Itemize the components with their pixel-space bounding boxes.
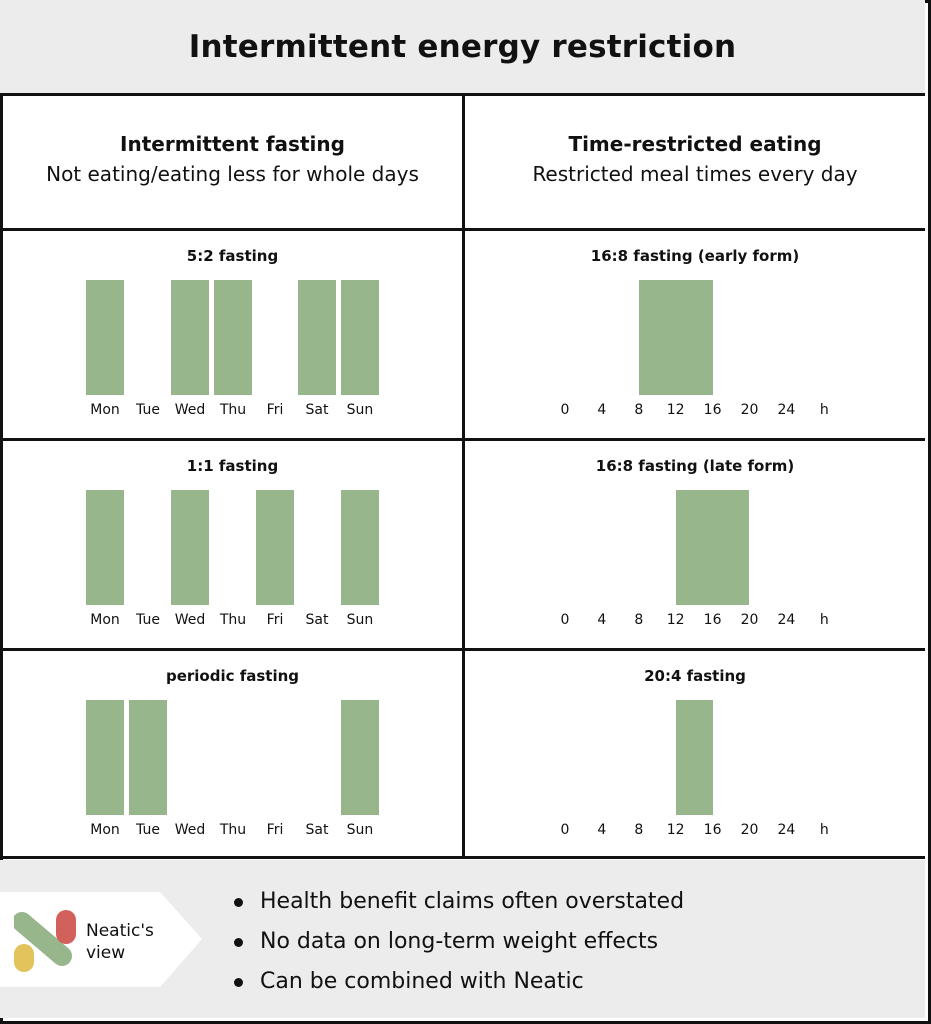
x-tick-label: 12 bbox=[666, 402, 685, 418]
left-column-subtitle: Not eating/eating less for whole days bbox=[46, 162, 419, 186]
row-divider-2 bbox=[0, 438, 925, 441]
bullet-item: Health benefit claims often overstated bbox=[228, 882, 684, 922]
chart-title: 20:4 fasting bbox=[644, 667, 746, 685]
x-tick-label: 20 bbox=[740, 822, 759, 838]
view-bullets: Health benefit claims often overstated N… bbox=[228, 882, 684, 1002]
x-tick-label: 20 bbox=[740, 402, 759, 418]
chart-panel: 16:8 fasting (early form) 0 4 8 12 16 20 24 h bbox=[465, 231, 925, 438]
x-tick-label: 0 bbox=[560, 402, 570, 418]
x-tick-label: Thu bbox=[219, 402, 247, 418]
x-tick-label: 24 bbox=[777, 402, 796, 418]
x-tick-label: Mon bbox=[90, 612, 120, 628]
x-tick-label: 12 bbox=[666, 822, 685, 838]
x-tick-label: 8 bbox=[634, 612, 644, 628]
x-tick-label: Sat bbox=[305, 612, 329, 628]
bar-mon bbox=[86, 700, 124, 815]
x-tick-label: Fri bbox=[266, 612, 284, 628]
right-column-header: Time-restricted eating Restricted meal t… bbox=[465, 132, 925, 186]
x-tick-label: 24 bbox=[777, 612, 796, 628]
x-tick-label: Fri bbox=[266, 822, 284, 838]
right-column-subtitle: Restricted meal times every day bbox=[532, 162, 858, 186]
eating-window-bar bbox=[675, 700, 713, 815]
badge-line-1: Neatic's bbox=[86, 921, 154, 941]
x-tick-label: 0 bbox=[560, 612, 570, 628]
badge-line-2: view bbox=[86, 943, 126, 963]
x-tick-label: Sun bbox=[346, 822, 374, 838]
x-tick-label: Wed bbox=[174, 612, 206, 628]
x-tick-label: Tue bbox=[136, 402, 160, 418]
x-tick-label: Sat bbox=[305, 822, 329, 838]
x-tick-label: h bbox=[819, 822, 829, 838]
bar-sun bbox=[341, 490, 379, 605]
column-divider bbox=[462, 96, 465, 858]
x-tick-label: 12 bbox=[666, 612, 685, 628]
x-tick-label: h bbox=[819, 612, 829, 628]
bar-sat bbox=[298, 280, 336, 395]
x-tick-label: h bbox=[819, 402, 829, 418]
x-tick-label: 4 bbox=[597, 402, 607, 418]
x-tick-label: Fri bbox=[266, 402, 284, 418]
bar-thu bbox=[214, 280, 252, 395]
bar-mon bbox=[86, 490, 124, 605]
left-column-header: Intermittent fasting Not eating/eating l… bbox=[3, 132, 462, 186]
x-tick-label: 16 bbox=[703, 402, 722, 418]
x-tick-label: 4 bbox=[597, 612, 607, 628]
x-tick-label: 16 bbox=[703, 822, 722, 838]
x-tick-label: Mon bbox=[90, 822, 120, 838]
x-tick-label: Wed bbox=[174, 822, 206, 838]
title-bar: Intermittent energy restriction bbox=[0, 0, 925, 96]
chart-panel: 16:8 fasting (late form) 0 4 8 12 16 20 24 h bbox=[465, 441, 925, 648]
chart-title: 5:2 fasting bbox=[186, 247, 279, 265]
chart-panel: 20:4 fasting 0 4 8 12 16 20 24 h bbox=[465, 651, 925, 856]
x-tick-label: Thu bbox=[219, 612, 247, 628]
bar-tue bbox=[129, 700, 167, 815]
badge-shape bbox=[0, 892, 202, 987]
footer: Neatic's view Health benefit claims ofte… bbox=[0, 860, 925, 1018]
page-title: Intermittent energy restriction bbox=[188, 28, 737, 65]
chart-title: 1:1 fasting bbox=[186, 457, 279, 475]
x-tick-label: 20 bbox=[740, 612, 759, 628]
badge-text: Neatic's view bbox=[86, 920, 154, 964]
x-tick-label: 24 bbox=[777, 822, 796, 838]
chart-panel: 1:1 fasting Mon Tue Wed Thu Fri Sat Sun bbox=[3, 441, 462, 648]
x-tick-label: Tue bbox=[136, 612, 160, 628]
x-tick-label: Sun bbox=[346, 612, 374, 628]
bullet-item: No data on long-term weight effects bbox=[228, 922, 684, 962]
eating-window-bar bbox=[675, 490, 750, 605]
x-tick-label: Tue bbox=[136, 822, 160, 838]
right-column-title: Time-restricted eating bbox=[568, 132, 822, 156]
chart-title: periodic fasting bbox=[165, 667, 300, 685]
x-tick-label: Thu bbox=[219, 822, 247, 838]
eating-window-bar bbox=[638, 280, 713, 395]
x-tick-label: Sun bbox=[346, 402, 374, 418]
neatic-logo-icon bbox=[14, 910, 76, 972]
bar-wed bbox=[171, 280, 209, 395]
neatic-badge: Neatic's view bbox=[0, 892, 205, 987]
row-divider-3 bbox=[0, 648, 925, 651]
left-column-title: Intermittent fasting bbox=[120, 132, 345, 156]
x-tick-label: 16 bbox=[703, 612, 722, 628]
x-tick-label: Mon bbox=[90, 402, 120, 418]
chart-panel: periodic fasting Mon Tue Wed Thu Fri Sat Sun bbox=[3, 651, 462, 856]
chart-panel: 5:2 fasting Mon Tue Wed Thu Fri Sat Sun bbox=[3, 231, 462, 438]
row-divider-1 bbox=[0, 228, 925, 231]
x-tick-label: Sat bbox=[305, 402, 329, 418]
x-tick-label: Wed bbox=[174, 402, 206, 418]
x-tick-label: 8 bbox=[634, 822, 644, 838]
bar-wed bbox=[171, 490, 209, 605]
chart-title: 16:8 fasting (early form) bbox=[590, 247, 800, 265]
x-tick-label: 8 bbox=[634, 402, 644, 418]
chart-title: 16:8 fasting (late form) bbox=[595, 457, 795, 475]
bar-sun bbox=[341, 280, 379, 395]
row-divider-4 bbox=[0, 856, 925, 859]
x-tick-label: 4 bbox=[597, 822, 607, 838]
bar-mon bbox=[86, 280, 124, 395]
x-tick-label: 0 bbox=[560, 822, 570, 838]
bar-sun bbox=[341, 700, 379, 815]
bullet-item: Can be combined with Neatic bbox=[228, 962, 684, 1002]
bar-fri bbox=[256, 490, 294, 605]
